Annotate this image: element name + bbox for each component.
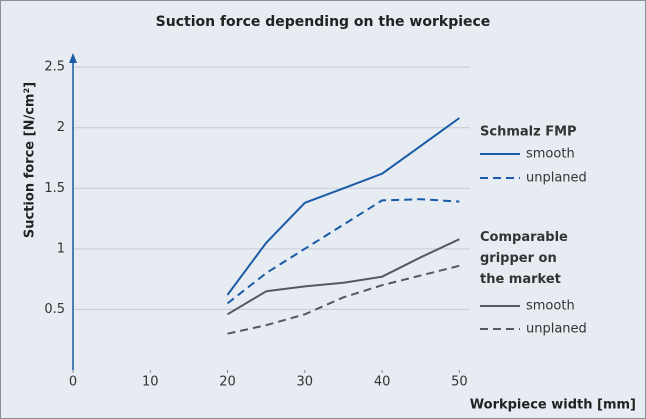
legend-group-title: Schmalz FMP [480, 125, 577, 140]
legend-group-line: the market [480, 272, 561, 287]
chart-title: Suction force depending on the workpiece [156, 14, 491, 30]
legend-label: unplaned [526, 322, 587, 337]
series-line [226, 238, 460, 316]
series-line [226, 198, 460, 305]
legend-label: unplaned [526, 171, 587, 186]
y-tick-label: 2 [57, 120, 65, 135]
y-tick-label: 0.5 [44, 302, 65, 317]
x-tick-label: 30 [297, 375, 314, 390]
legend-group-line: gripper on [480, 251, 557, 266]
x-tick-label: 20 [219, 375, 236, 390]
y-tick-label: 1 [57, 241, 65, 256]
legend-group-title: Comparable gripper on the market [480, 230, 568, 287]
legend-label: smooth [526, 147, 575, 162]
series-line [226, 117, 460, 296]
legend-label: smooth [526, 299, 575, 314]
x-tick-label: 40 [374, 375, 391, 390]
x-tick-label: 50 [451, 375, 468, 390]
series-line [227, 264, 460, 335]
x-tick-label: 10 [142, 375, 159, 390]
y-axis-arrow [69, 53, 77, 63]
y-tick-label: 2.5 [44, 60, 65, 75]
x-axis-label: Workpiece width [mm] [470, 398, 636, 413]
y-axis-label: Suction force [N/cm²] [23, 82, 38, 238]
x-tick-label: 0 [69, 375, 77, 390]
y-tick-label: 1.5 [44, 181, 65, 196]
legend-group-line: Comparable [480, 230, 568, 245]
